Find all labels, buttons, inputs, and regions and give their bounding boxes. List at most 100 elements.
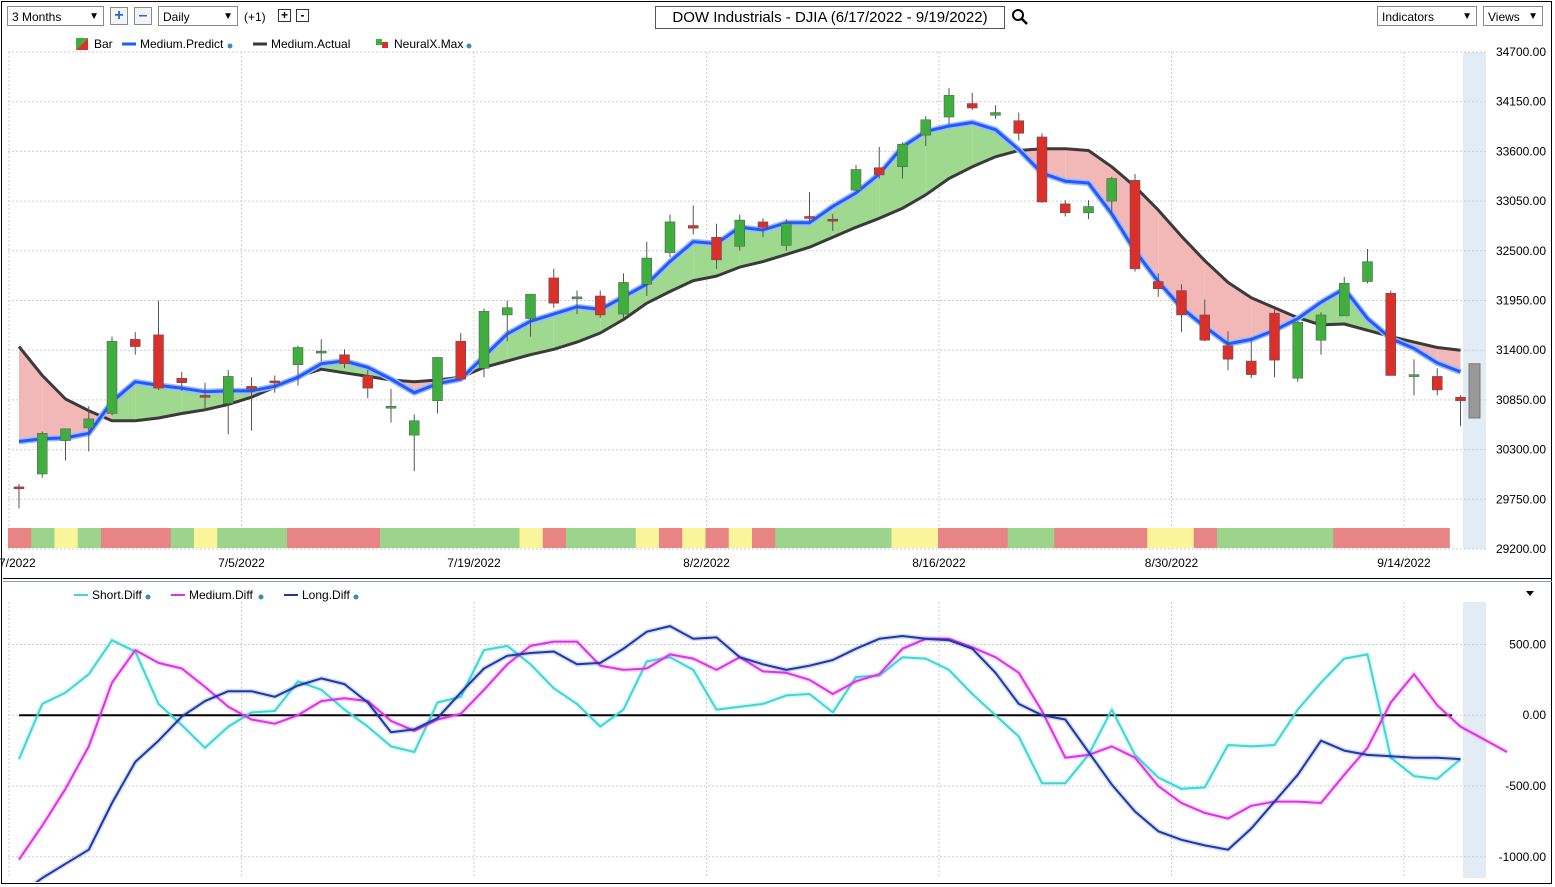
fill-band-segment	[135, 381, 159, 421]
medium-actual-line	[17, 147, 1461, 423]
strip-segment	[473, 528, 497, 548]
strip-segment	[938, 528, 962, 548]
step-label: (+1)	[244, 10, 266, 24]
legend-settings-dot	[466, 43, 472, 49]
candle-body	[362, 375, 373, 389]
zoom-in-button[interactable]: +	[110, 7, 128, 25]
strip-segment	[147, 528, 172, 548]
legend-label: Long.Diff	[302, 588, 350, 602]
price-chart: 34700.00 34150.00 33600.00 33050.00 32500.00…	[0, 37, 1546, 570]
plus-icon: +	[114, 7, 124, 24]
panel-divider[interactable]	[3, 578, 1552, 582]
strip-segment	[1170, 528, 1195, 548]
strip-segment	[8, 528, 32, 548]
indicators-label: Indicators	[1382, 10, 1435, 24]
range-select-value: 3 Months	[12, 10, 62, 24]
candle-body	[757, 221, 769, 228]
strip-segment	[798, 528, 823, 548]
candle-body	[37, 433, 48, 475]
candle-body	[1013, 120, 1024, 134]
legend-bar-icon	[76, 38, 88, 50]
y-tick-label: 32500.00	[1496, 244, 1546, 258]
fill-band-segment	[112, 381, 136, 421]
strip-segment	[682, 528, 706, 548]
minus-icon: –	[138, 7, 148, 24]
strip-segment	[1124, 528, 1148, 548]
step-increase-button[interactable]: +	[278, 9, 291, 22]
step-decrease-button[interactable]: -	[296, 9, 309, 22]
y-tick-label: 30300.00	[1496, 443, 1546, 457]
x-tick-label: 8/16/2022	[912, 556, 966, 570]
candle-body	[455, 340, 466, 380]
fill-band-segment	[1251, 297, 1275, 340]
candle-body	[1362, 261, 1373, 282]
strip-segment	[310, 528, 334, 548]
chart-title: DOW Industrials - DJIA (6/17/2022 - 9/19…	[655, 6, 1005, 29]
y-tick-label: 34700.00	[1496, 45, 1546, 59]
legend-label: Medium.Diff	[189, 588, 253, 602]
views-select[interactable]: Views ▼	[1483, 6, 1543, 26]
strip-segment	[380, 528, 404, 548]
fill-band-segment	[181, 388, 205, 414]
future-band	[1463, 52, 1486, 549]
legend-label: Short.Diff	[92, 588, 142, 602]
fill-band-segment	[763, 222, 787, 262]
x-tick-label: 8/30/2022	[1145, 556, 1199, 570]
x-tick-label: 7/5/2022	[218, 556, 265, 570]
fill-band-segment	[809, 206, 833, 248]
oscillator-chart: 500.00 0.00 -500.00 -1000.00 Short.Diff Mediu…	[8, 588, 1547, 882]
range-select[interactable]: 3 Months ▼	[7, 6, 104, 26]
strip-segment	[705, 528, 730, 548]
fill-band-segment	[1321, 288, 1345, 325]
legend-settings-dot	[353, 594, 359, 600]
strip-segment	[403, 528, 427, 548]
fill-band-segment	[553, 306, 577, 350]
panel-menu-icon[interactable]	[1526, 591, 1534, 596]
y-tick-label: -1000.00	[1499, 850, 1547, 864]
fill-band-segment	[856, 173, 880, 228]
indicators-select[interactable]: Indicators ▼	[1377, 6, 1477, 26]
fill-band-segment	[228, 390, 252, 405]
candle-body	[874, 167, 885, 176]
candle-body	[246, 386, 257, 390]
fill-band-segment	[577, 306, 601, 343]
strip-segment	[449, 528, 474, 548]
candle-body	[525, 293, 536, 319]
candle-body	[478, 311, 490, 369]
candle-body	[1246, 360, 1257, 375]
candle-body	[1129, 180, 1141, 270]
strip-segment	[752, 528, 776, 548]
legend-settings-dot	[258, 594, 264, 600]
fill-band-segment	[972, 122, 996, 167]
candle-body	[990, 112, 1001, 116]
fill-band-segment	[670, 241, 694, 292]
plot-area	[8, 50, 1486, 549]
strip-segment	[54, 528, 79, 548]
y-tick-label: 0.00	[1523, 708, 1547, 722]
interval-select[interactable]: Daily ▼	[158, 6, 238, 26]
y-tick-label: 31400.00	[1496, 343, 1546, 357]
x-tick-label: 8/2/2022	[683, 556, 730, 570]
candle-body	[385, 405, 397, 409]
candle-body	[1083, 206, 1094, 214]
legend-label: Medium.Predict	[140, 37, 224, 51]
candle-body	[339, 354, 350, 365]
strip-segment	[194, 528, 218, 548]
strip-segment	[612, 528, 637, 548]
candle-body	[618, 282, 629, 315]
fill-band-segment	[530, 314, 554, 355]
chevron-down-icon: ▼	[1462, 11, 1472, 22]
fill-band-segment	[1437, 347, 1461, 372]
fill-band-segment	[1088, 150, 1112, 214]
fill-band-segment	[879, 146, 903, 219]
candle-body	[1106, 178, 1117, 202]
y-tick-label: 33600.00	[1496, 144, 1546, 158]
candle-body	[1455, 396, 1466, 402]
chevron-down-icon: ▼	[1528, 11, 1538, 22]
strip-segment	[333, 528, 358, 548]
strip-segment	[775, 528, 799, 548]
zoom-out-button[interactable]: –	[134, 7, 152, 25]
search-icon[interactable]	[1011, 8, 1029, 26]
strip-segment	[263, 528, 288, 548]
strip-segment	[1031, 528, 1055, 548]
